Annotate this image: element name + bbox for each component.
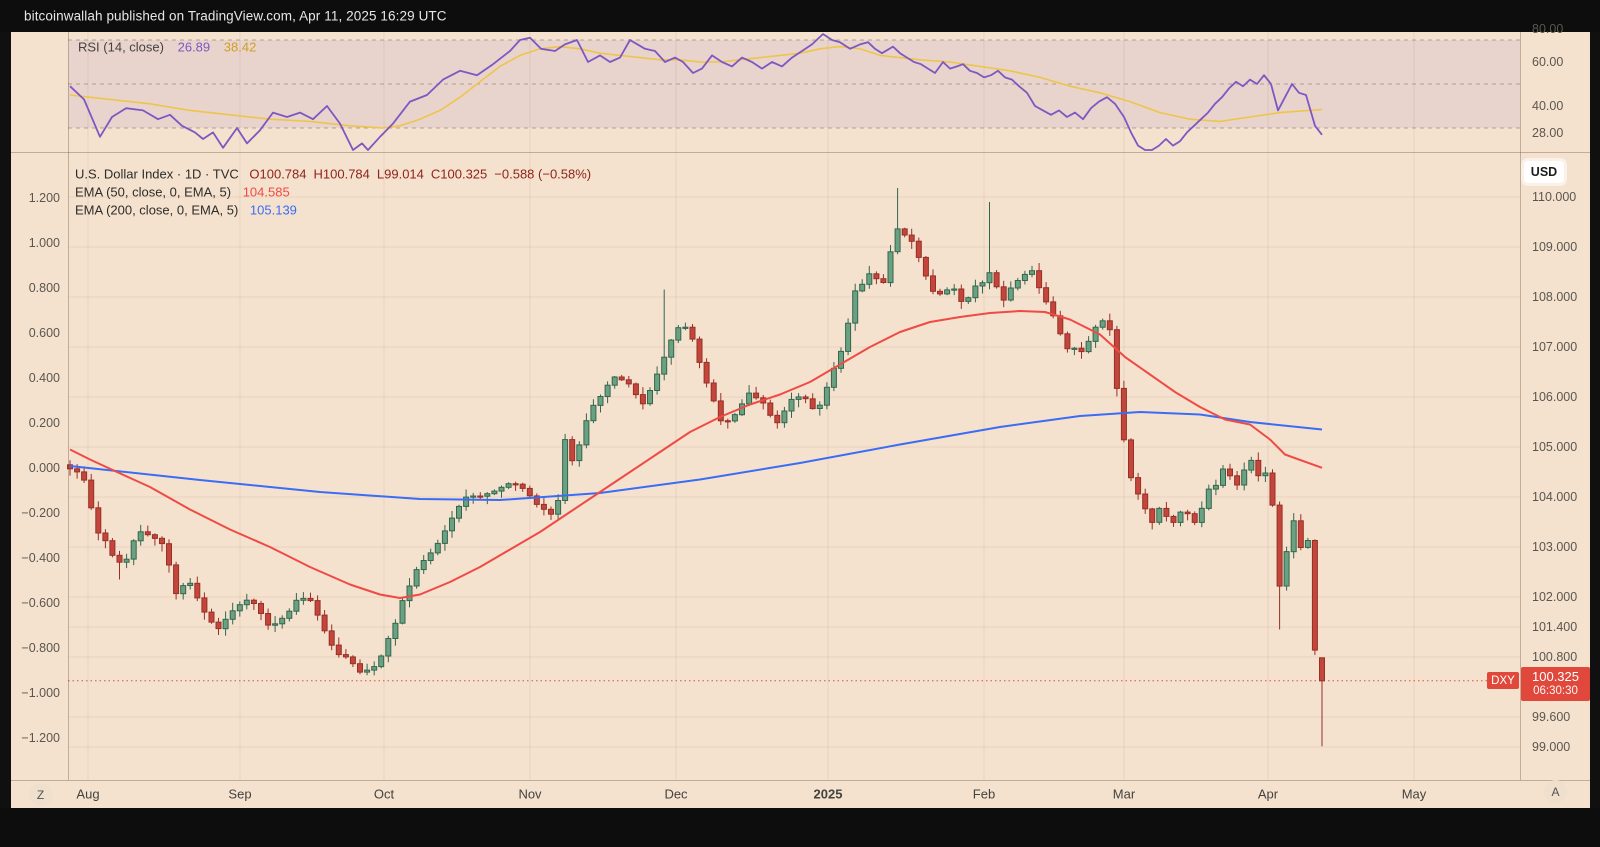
rsi-legend-label: RSI (14, close) [78, 39, 164, 55]
price-axis-label: 100.800 [1532, 650, 1578, 664]
rsi-axis-label: 80.00 [1532, 22, 1564, 36]
rsi-axis-label: 28.00 [1532, 126, 1564, 140]
price-axis-label: 110.000 [1532, 190, 1577, 204]
left-scale-border [68, 32, 69, 780]
chart-background [11, 32, 1590, 808]
time-axis-label: Mar [1112, 786, 1136, 802]
bar-countdown: 06:30:30 [1533, 684, 1578, 697]
percent-axis-label: −1.200 [21, 731, 60, 745]
price-axis-label: 106.000 [1532, 390, 1578, 404]
price-axis-label: 99.000 [1532, 740, 1571, 754]
currency-button[interactable]: USD [1524, 161, 1564, 183]
time-axis-label: May [1401, 786, 1427, 802]
rsi-axis-label: 60.00 [1532, 55, 1564, 69]
percent-axis-label: 1.000 [28, 236, 60, 250]
high-value: H100.784 [313, 166, 370, 182]
ema200-value: 105.139 [249, 202, 297, 218]
symbol-price-chip: DXY [1487, 672, 1519, 689]
rsi-pane-plot[interactable] [68, 32, 1520, 152]
auto-scale-button[interactable]: A [1544, 780, 1567, 803]
price-axis-label: 101.400 [1532, 620, 1578, 634]
time-axis-label: Sep [228, 786, 252, 802]
time-axis-label: Aug [76, 786, 100, 802]
rsi-ma-value: 38.42 [223, 39, 257, 55]
rsi-legend[interactable]: RSI (14, close) 26.89 38.42 [78, 40, 256, 55]
time-axis-label: Apr [1257, 786, 1279, 802]
price-axis-label: 109.000 [1532, 240, 1578, 254]
price-axis-label: 102.000 [1532, 590, 1578, 604]
time-axis-label: Nov [518, 786, 542, 802]
price-axis-label: 99.600 [1532, 710, 1571, 724]
ema50-value: 104.585 [242, 184, 290, 200]
right-scale-border [1520, 32, 1521, 780]
last-price-badge: 100.325 06:30:30 [1521, 667, 1590, 701]
percent-axis-label: 0.800 [28, 281, 60, 295]
percent-axis-label: 0.600 [28, 326, 60, 340]
open-value: O100.784 [249, 166, 307, 182]
percent-axis-label: −0.400 [21, 551, 60, 565]
rsi-axis-label: 40.00 [1532, 99, 1564, 113]
rsi-value: 26.89 [177, 39, 211, 55]
ema50-legend-row[interactable]: EMA (50, close, 0, EMA, 5) 104.585 [75, 185, 290, 200]
price-axis-label: 104.000 [1532, 490, 1578, 504]
time-axis-label: Oct [373, 786, 395, 802]
time-axis-label: Dec [664, 786, 688, 802]
publish-info-text: bitcoinwallah published on TradingView.c… [24, 8, 447, 24]
time-axis-label: Feb [972, 786, 996, 802]
ohlc-values: O100.784 H100.784 L99.014 C100.325 −0.588 (−… [242, 167, 591, 182]
main-pane-plot[interactable] [67, 152, 1520, 780]
symbol-title: U.S. Dollar Index · 1D · TVC [75, 166, 239, 182]
price-axis-label: 103.000 [1532, 540, 1578, 554]
footer-bar: TradingView [0, 808, 1600, 847]
time-axis-label: 2025 [813, 786, 843, 802]
close-value: C100.325 [430, 166, 488, 182]
last-price: 100.325 [1532, 668, 1579, 684]
percent-axis-label: −0.200 [21, 506, 60, 520]
percent-axis-label: 0.400 [28, 371, 60, 385]
price-axis-label: 108.000 [1532, 290, 1578, 304]
percent-axis-label: 1.200 [28, 191, 60, 205]
percent-axis-label: −0.600 [21, 596, 60, 610]
publish-info-bar: bitcoinwallah published on TradingView.c… [0, 0, 1600, 32]
symbol-legend-row[interactable]: U.S. Dollar Index · 1D · TVC O100.784 H10… [75, 167, 591, 182]
pane-separator[interactable] [11, 152, 1590, 153]
ema200-label: EMA (200, close, 0, EMA, 5) [75, 202, 239, 218]
percent-axis-label: 0.000 [28, 461, 60, 475]
price-axis-label: 107.000 [1532, 340, 1578, 354]
percent-axis-label: −0.800 [21, 641, 60, 655]
time-axis-border [11, 780, 1590, 781]
ema50-label: EMA (50, close, 0, EMA, 5) [75, 184, 232, 200]
low-value: L99.014 [376, 166, 424, 182]
change-value: −0.588 (−0.58%) [494, 166, 592, 182]
percent-axis-label: −1.000 [21, 686, 60, 700]
price-axis-label: 105.000 [1532, 440, 1578, 454]
timezone-button[interactable]: Z [29, 783, 52, 806]
ema200-legend-row[interactable]: EMA (200, close, 0, EMA, 5) 105.139 [75, 203, 297, 218]
percent-axis-label: 0.200 [28, 416, 60, 430]
